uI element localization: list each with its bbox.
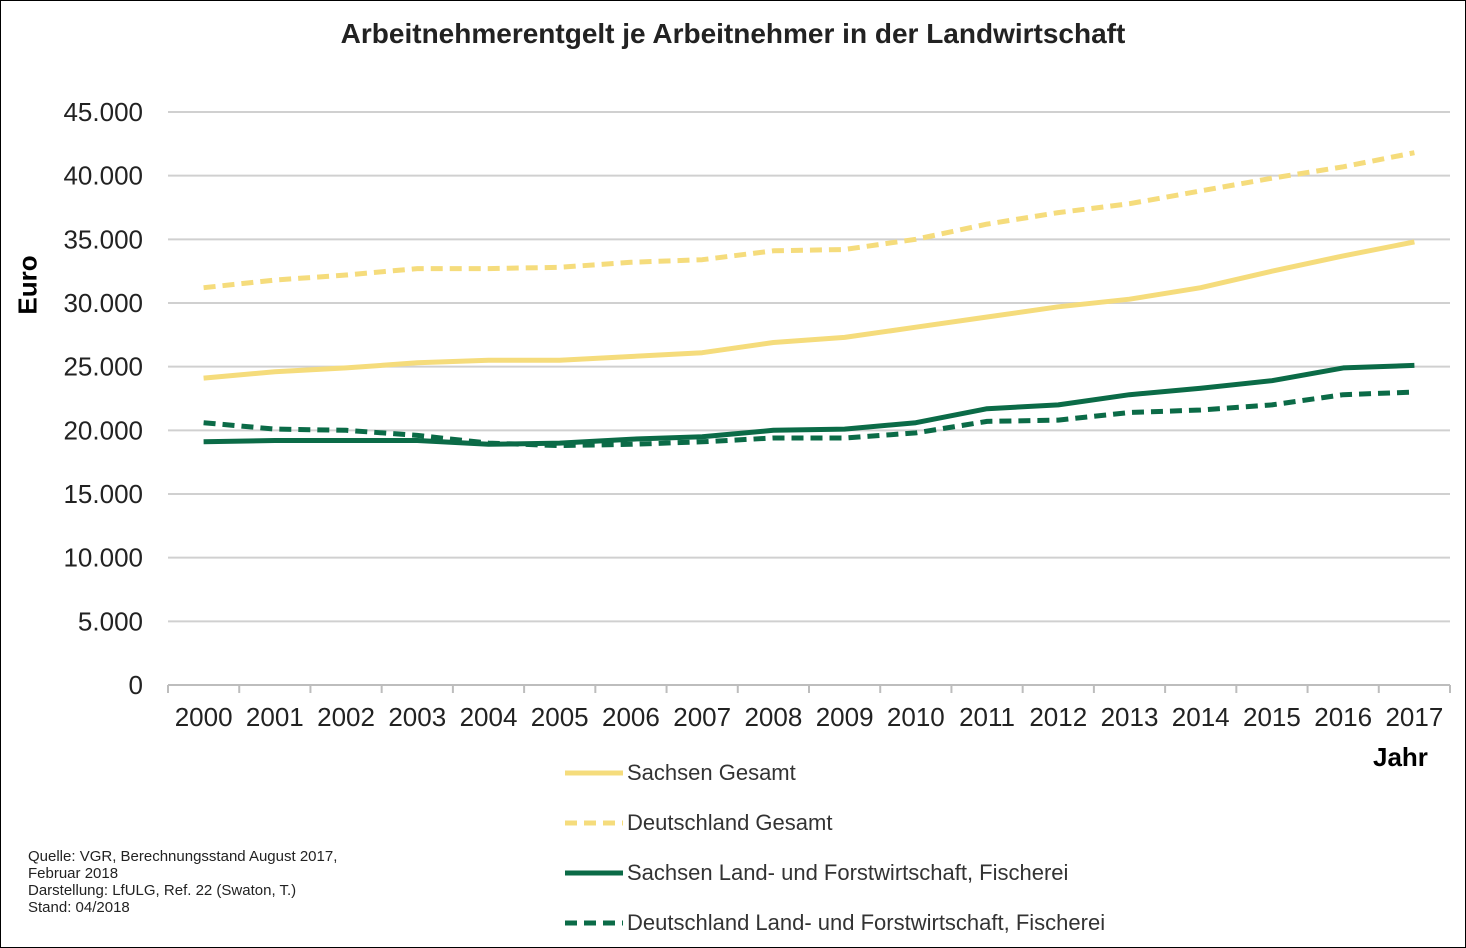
y-tick-label: 20.000 xyxy=(63,415,143,445)
y-tick-label: 25.000 xyxy=(63,352,143,382)
x-tick-label: 2012 xyxy=(1029,702,1087,732)
legend-item: Deutschland Gesamt xyxy=(565,798,1165,848)
y-tick-label: 45.000 xyxy=(63,97,143,127)
source-line: Stand: 04/2018 xyxy=(28,899,130,916)
legend-item: Sachsen Gesamt xyxy=(565,748,1165,798)
x-tick-label: 2010 xyxy=(887,702,945,732)
legend-swatch-sachsen-lfw xyxy=(565,870,623,876)
y-tick-label: 15.000 xyxy=(63,479,143,509)
series-line-2 xyxy=(203,362,1415,447)
x-axis-label: Jahr xyxy=(1373,742,1428,772)
legend-label: Sachsen Land- und Forstwirtschaft, Fisch… xyxy=(627,860,1069,885)
y-tick-label: 5.000 xyxy=(78,606,143,636)
x-tick-label: 2002 xyxy=(317,702,375,732)
x-tick-label: 2015 xyxy=(1243,702,1301,732)
y-tick-label: 0 xyxy=(129,670,143,700)
x-tick-label: 2006 xyxy=(602,702,660,732)
source-line: Februar 2018 xyxy=(28,865,119,882)
x-tick-label: 2011 xyxy=(959,702,1015,732)
x-tick-label: 2004 xyxy=(460,702,518,732)
legend-item: Deutschland Land- und Forstwirtschaft, F… xyxy=(565,898,1165,948)
y-tick-label: 35.000 xyxy=(63,224,143,254)
legend-swatch-sachsen-gesamt xyxy=(565,770,623,776)
legend-label: Deutschland Land- und Forstwirtschaft, F… xyxy=(627,910,1106,935)
legend-swatch-deutschland-lfw xyxy=(565,920,623,926)
source-note: Quelle: VGR, Berechnungsstand August 201… xyxy=(28,848,337,916)
x-tick-label: 2007 xyxy=(673,702,731,732)
source-line: Darstellung: LfULG, Ref. 22 (Swaton, T.) xyxy=(28,882,297,899)
series-line-1 xyxy=(203,150,1415,291)
y-tick-label: 40.000 xyxy=(63,161,143,191)
chart-title: Arbeitnehmerentgelt je Arbeitnehmer in d… xyxy=(340,18,1126,49)
x-tick-label: 2000 xyxy=(175,702,233,732)
series-line-3 xyxy=(203,389,1415,449)
x-tick-label: 2016 xyxy=(1314,702,1372,732)
y-tick-label: 30.000 xyxy=(63,288,143,318)
series-line-0 xyxy=(203,239,1415,381)
legend-label: Deutschland Gesamt xyxy=(627,810,833,835)
legend-swatch-deutschland-gesamt xyxy=(565,820,623,826)
x-tick-label: 2009 xyxy=(816,702,874,732)
x-tick-label: 2003 xyxy=(388,702,446,732)
x-tick-label: 2001 xyxy=(246,702,304,732)
y-tick-label: 10.000 xyxy=(63,543,143,573)
legend-item: Sachsen Land- und Forstwirtschaft, Fisch… xyxy=(565,848,1165,898)
x-tick-label: 2008 xyxy=(744,702,802,732)
x-tick-label: 2017 xyxy=(1385,702,1443,732)
legend-label: Sachsen Gesamt xyxy=(627,760,796,785)
x-tick-label: 2013 xyxy=(1101,702,1159,732)
legend: Sachsen Gesamt Deutschland Gesamt Sachse… xyxy=(565,748,1165,948)
source-line: Quelle: VGR, Berechnungsstand August 201… xyxy=(28,848,338,865)
x-tick-label: 2014 xyxy=(1172,702,1230,732)
x-tick-label: 2005 xyxy=(531,702,589,732)
